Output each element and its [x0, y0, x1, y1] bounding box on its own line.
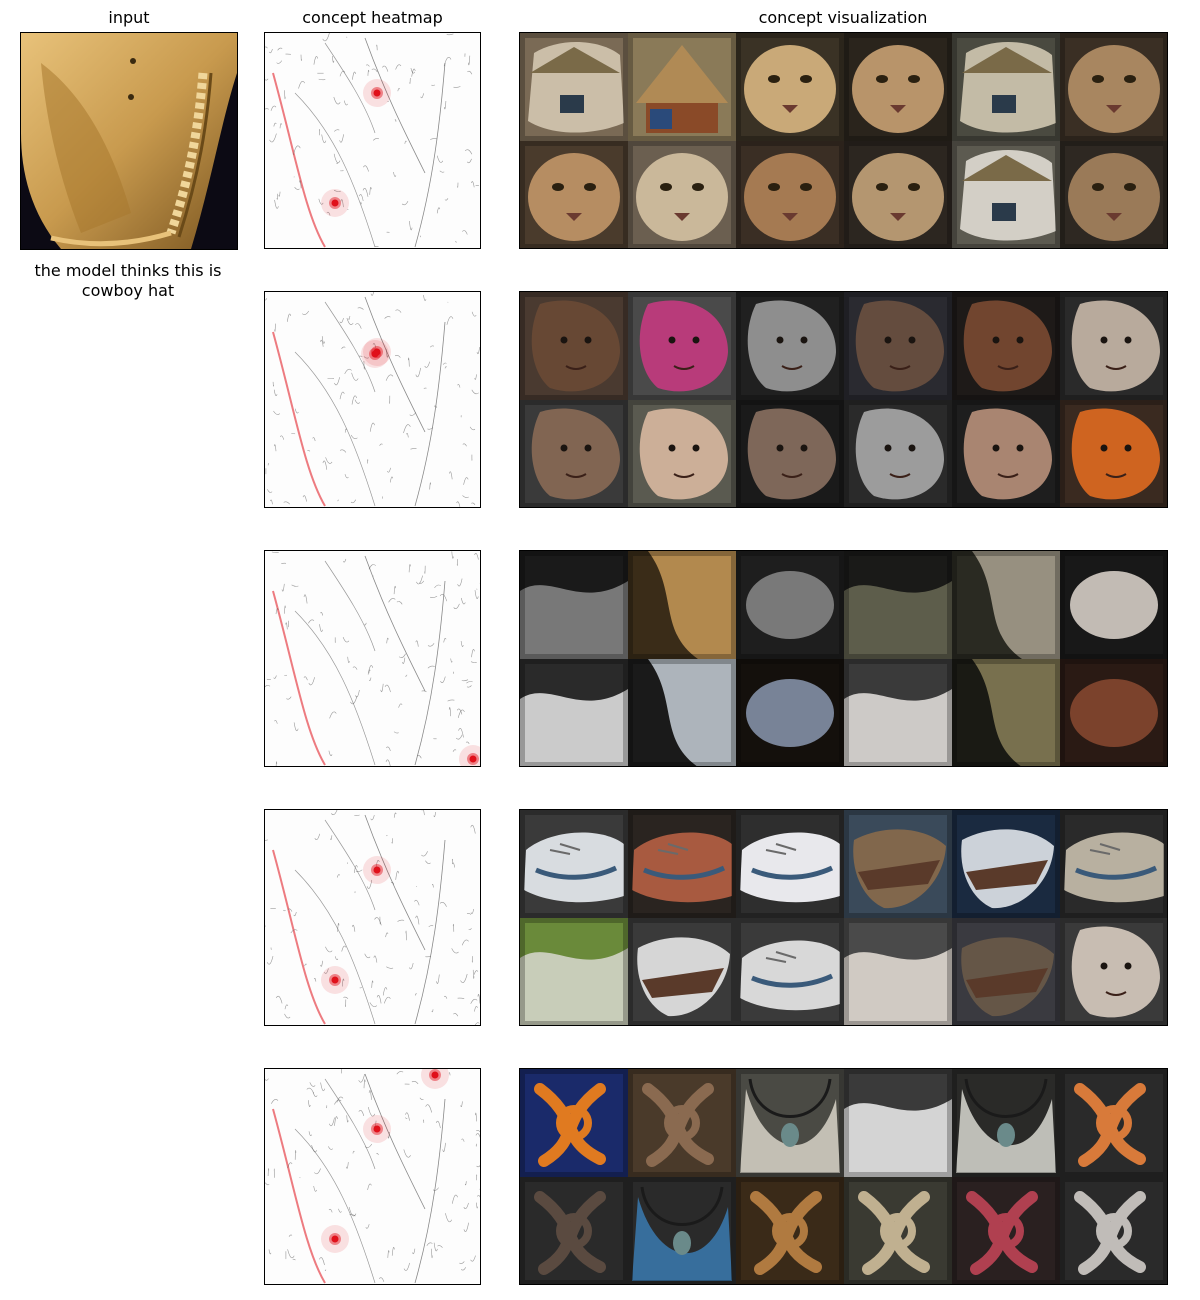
- concept-patch-face: [844, 292, 952, 400]
- concept-patch-necklace: [628, 1177, 736, 1284]
- concept-patch-knot: [520, 1069, 628, 1177]
- concept-patch-face: [844, 400, 952, 507]
- heatmap-canvas: [265, 1069, 480, 1284]
- concept-patch-face: [628, 400, 736, 507]
- concept-patch-house: [520, 33, 628, 141]
- concept-heatmap-2: [264, 291, 481, 508]
- concept-heatmap-5: [264, 1068, 481, 1285]
- concept-patch-cat: [520, 141, 628, 248]
- concept-patch-face: [628, 292, 736, 400]
- concept-patch-cat: [736, 141, 844, 248]
- concept-patch-abstract: [844, 659, 952, 766]
- concept-patch-abstract: [520, 551, 628, 659]
- heatmap-column-title: concept heatmap: [302, 8, 443, 27]
- concept-patch-knot: [628, 1069, 736, 1177]
- concept-visualization-grid-3: [519, 550, 1168, 767]
- concept-patch-knot: [1060, 1177, 1167, 1284]
- concept-visualization-grid-5: [519, 1068, 1168, 1285]
- concept-patch-cat: [1060, 141, 1167, 248]
- concept-patch-abstract: [1060, 551, 1167, 659]
- concept-patch-abstract: [520, 918, 628, 1025]
- heatmap-canvas: [265, 551, 480, 766]
- heatmap-canvas: [265, 33, 479, 248]
- heatmap-canvas: [265, 810, 480, 1025]
- concept-patch-shoe: [520, 810, 628, 918]
- concept-patch-abstract: [844, 918, 952, 1025]
- prediction-caption: the model thinks this is cowboy hat: [8, 261, 248, 301]
- concept-patch-necklace: [952, 1069, 1060, 1177]
- concept-patch-abstract: [628, 659, 736, 766]
- concept-patch-house: [952, 141, 1060, 248]
- concept-patch-hut: [628, 33, 736, 141]
- concept-patch-knot: [736, 1177, 844, 1284]
- concept-patch-necklace: [736, 1069, 844, 1177]
- concept-heatmap-3: [264, 550, 481, 767]
- concept-patch-shoe: [628, 810, 736, 918]
- concept-patch-shoe: [736, 918, 844, 1025]
- concept-patch-face: [952, 292, 1060, 400]
- prediction-caption-line2: cowboy hat: [81, 281, 175, 300]
- concept-heatmap-4: [264, 809, 481, 1026]
- concept-patch-cat: [628, 141, 736, 248]
- concept-patch-face: [520, 400, 628, 507]
- concept-patch-abstract: [844, 1069, 952, 1177]
- concept-patch-boat: [628, 918, 736, 1025]
- concept-heatmap-1: [264, 32, 481, 249]
- concept-patch-abstract: [952, 551, 1060, 659]
- concept-patch-abstract: [628, 551, 736, 659]
- concept-patch-knot: [1060, 1069, 1167, 1177]
- concept-patch-abstract: [736, 659, 844, 766]
- concept-patch-cat: [844, 33, 952, 141]
- prediction-caption-line1: the model thinks this is: [34, 261, 222, 280]
- concept-patch-knot: [844, 1177, 952, 1284]
- concept-patch-knot: [952, 1177, 1060, 1284]
- concept-patch-knot: [520, 1177, 628, 1284]
- concept-patch-face: [736, 400, 844, 507]
- concept-visualization-grid-1: [519, 32, 1168, 249]
- concept-patch-abstract: [736, 551, 844, 659]
- concept-patch-face: [736, 292, 844, 400]
- concept-patch-cat: [844, 141, 952, 248]
- concept-patch-boat: [952, 810, 1060, 918]
- visualization-column-title: concept visualization: [758, 8, 928, 27]
- concept-patch-face: [952, 400, 1060, 507]
- input-column-title: input: [108, 8, 150, 27]
- concept-patch-cat: [1060, 33, 1167, 141]
- concept-patch-abstract: [1060, 659, 1167, 766]
- concept-patch-cat: [736, 33, 844, 141]
- concept-patch-face: [1060, 918, 1167, 1025]
- concept-patch-abstract: [844, 551, 952, 659]
- concept-patch-boat: [952, 918, 1060, 1025]
- concept-patch-abstract: [520, 659, 628, 766]
- concept-patch-shoe: [1060, 810, 1167, 918]
- concept-patch-face: [1060, 400, 1167, 507]
- concept-patch-boat: [844, 810, 952, 918]
- heatmap-canvas: [265, 292, 480, 507]
- concept-patch-face: [520, 292, 628, 400]
- concept-visualization-grid-2: [519, 291, 1168, 508]
- concept-patch-face: [1060, 292, 1167, 400]
- input-image: [20, 32, 238, 250]
- concept-patch-abstract: [952, 659, 1060, 766]
- concept-visualization-grid-4: [519, 809, 1168, 1026]
- concept-patch-house: [952, 33, 1060, 141]
- concept-patch-shoe: [736, 810, 844, 918]
